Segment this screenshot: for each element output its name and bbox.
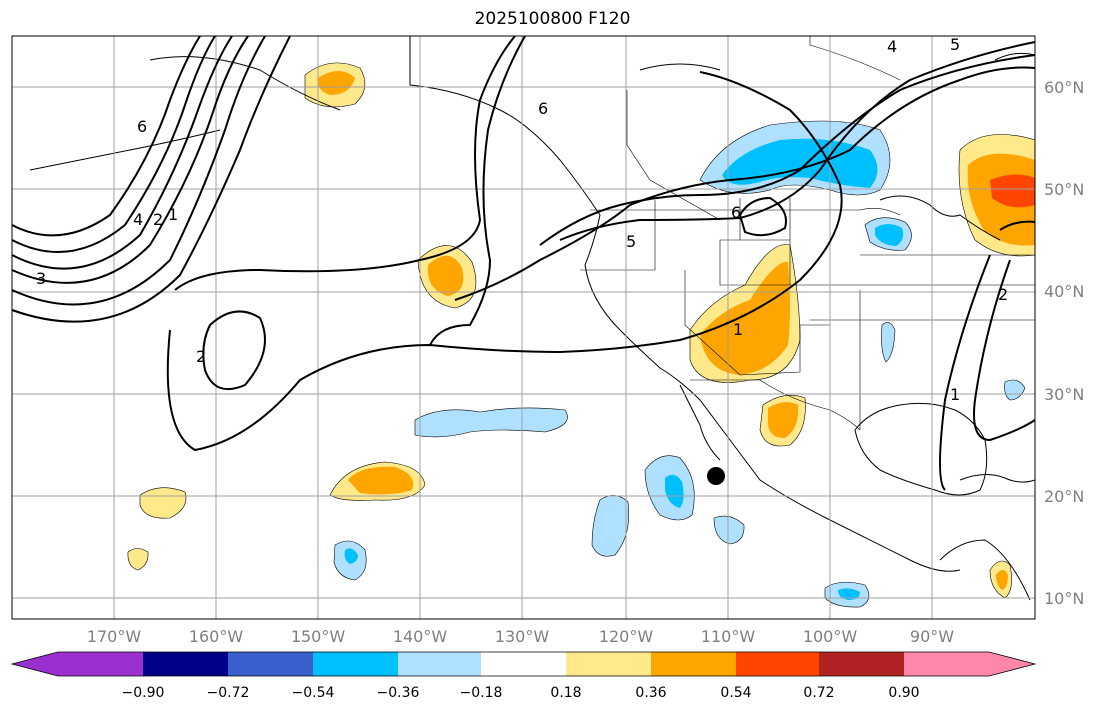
colorbar-segment: [12, 652, 58, 676]
positive-anomaly-core: [317, 71, 355, 95]
lat-label: 20°N: [1044, 487, 1084, 506]
colorbar-segment: [736, 652, 819, 676]
coastline-baja: [679, 384, 721, 461]
lon-label: 130°W: [495, 627, 550, 646]
latitude-labels: 60°N 50°N 40°N 30°N 20°N 10°N: [1044, 78, 1084, 608]
negative-anomaly-region: [713, 515, 745, 545]
lon-label: 120°W: [599, 627, 654, 646]
colorbar-segment: [313, 652, 398, 676]
lat-label: 50°N: [1044, 180, 1084, 199]
lat-label: 60°N: [1044, 78, 1084, 97]
border-province: [626, 90, 721, 221]
colorbar-segment: [819, 652, 904, 676]
lat-label: 10°N: [1044, 589, 1084, 608]
colorbar-segment: [143, 652, 228, 676]
coastline-gulf: [854, 402, 988, 496]
border-canada-north: [410, 35, 901, 81]
coastline-hudson: [994, 52, 1036, 61]
border-state: [790, 284, 1035, 430]
colorbar-segment: [228, 652, 313, 676]
negative-anomaly-core: [838, 588, 860, 600]
contour-label: 1: [733, 320, 743, 339]
lon-label: 100°W: [803, 627, 858, 646]
coastline-great-lakes: [879, 195, 1001, 241]
lon-label: 110°W: [701, 627, 756, 646]
coastline-caribbean: [959, 474, 1036, 483]
storm-center-marker: [707, 467, 725, 485]
colorbar-segment: [398, 652, 481, 676]
positive-anomaly-region: [139, 487, 187, 519]
lat-label: 30°N: [1044, 385, 1084, 404]
positive-anomaly-core: [768, 402, 799, 438]
lon-label: 90°W: [910, 627, 954, 646]
positive-anomaly-core: [348, 466, 414, 495]
negative-anomaly-region: [414, 407, 568, 438]
colorbar-tick-label: 0.72: [803, 685, 834, 701]
coastline-central-america: [939, 539, 1031, 601]
border-us-canada: [590, 208, 901, 216]
contour-label: 4: [887, 37, 897, 56]
contour-label: 6: [731, 203, 741, 222]
negative-anomaly-region: [1004, 379, 1026, 401]
contour-label: 5: [950, 35, 960, 54]
colorbar-tick-label: −0.54: [292, 685, 335, 701]
coastline-alaska: [149, 56, 341, 111]
colorbar-tick-label: −0.36: [377, 685, 420, 701]
contour-label: 4: [133, 210, 143, 229]
colorbar-tick-label: 0.36: [635, 685, 666, 701]
positive-anomaly-peak: [990, 174, 1035, 208]
contour-label: 6: [137, 117, 147, 136]
longitude-labels: 170°W 160°W 150°W 140°W 130°W 120°W 110°…: [87, 627, 954, 646]
lon-label: 140°W: [393, 627, 448, 646]
negative-anomaly-core: [875, 224, 904, 246]
colorbar-segment: [58, 652, 143, 676]
colorbar-tick-label: −0.18: [460, 685, 503, 701]
contour-label: 6: [538, 99, 548, 118]
colorbar-segment: [904, 652, 989, 676]
map-title: 2025100800 F120: [474, 9, 631, 29]
colorbar-segment: [481, 652, 566, 676]
contour-label-group: 6 4 2 1 3 2 6 5 6 1 4 5 2 1: [36, 35, 1008, 404]
colorbar-outline: [10, 651, 1037, 677]
lon-label: 170°W: [87, 627, 142, 646]
anomaly-shading: [127, 62, 1036, 608]
lon-label: 150°W: [291, 627, 346, 646]
contour-label: 2: [153, 210, 163, 229]
border-state: [580, 200, 656, 271]
contour-label: 5: [626, 232, 636, 251]
coastline-arctic: [639, 63, 721, 71]
colorbar-segment: [989, 652, 1035, 676]
negative-anomaly-core: [344, 548, 358, 564]
colorbar-tick-label: −0.90: [122, 685, 165, 701]
graticule: [12, 36, 1035, 619]
negative-anomaly-region: [881, 322, 896, 363]
colorbar-segment: [566, 652, 651, 676]
coastline-aleutians: [29, 129, 221, 171]
positive-anomaly-core: [996, 570, 1008, 590]
colorbar-segment: [651, 652, 736, 676]
negative-anomaly-core: [665, 474, 684, 508]
colorbar-tick-label: 0.54: [720, 685, 751, 701]
positive-anomaly-region: [127, 548, 149, 571]
positive-anomaly-core: [700, 261, 790, 375]
positive-anomaly-core: [427, 255, 464, 296]
contour-label: 2: [196, 347, 206, 366]
contour-label: 1: [950, 385, 960, 404]
contour-label: 1: [168, 205, 178, 224]
contour-label: 2: [998, 285, 1008, 304]
colorbar-tick-label: 0.90: [888, 685, 919, 701]
colorbar-tick-label: −0.72: [207, 685, 250, 701]
colorbar-tick-label: 0.18: [550, 685, 581, 701]
contour-lines: [11, 35, 1036, 491]
map-border: [11, 35, 1036, 620]
lon-label: 160°W: [189, 627, 244, 646]
colorbar: −0.90 −0.72 −0.54 −0.36 −0.18 0.18 0.36 …: [10, 651, 1037, 701]
contour-label: 3: [36, 269, 46, 288]
lat-label: 40°N: [1044, 282, 1084, 301]
negative-anomaly-region: [591, 495, 629, 557]
